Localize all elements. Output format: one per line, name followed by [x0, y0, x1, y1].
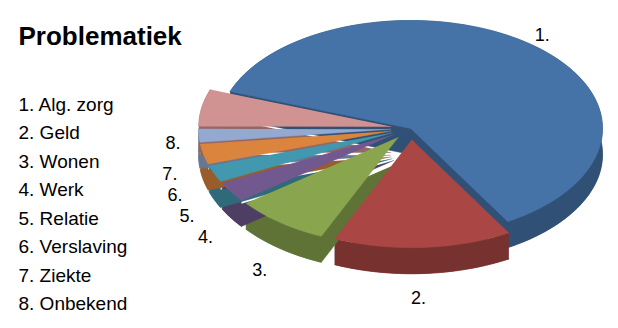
svg-text:3. Wonen: 3. Wonen: [19, 151, 100, 172]
svg-text:6. Verslaving: 6. Verslaving: [19, 236, 128, 257]
svg-text:6.: 6.: [167, 185, 182, 205]
svg-text:2. Geld: 2. Geld: [19, 122, 80, 143]
svg-text:7. Ziekte: 7. Ziekte: [19, 265, 92, 286]
svg-text:Problematiek: Problematiek: [19, 21, 183, 51]
svg-text:4.: 4.: [198, 227, 213, 247]
svg-text:7.: 7.: [162, 164, 177, 184]
svg-text:2.: 2.: [411, 288, 426, 308]
svg-text:1.: 1.: [535, 25, 550, 45]
svg-text:1. Alg. zorg: 1. Alg. zorg: [19, 94, 114, 115]
svg-text:8.: 8.: [166, 133, 181, 153]
svg-text:5.: 5.: [180, 206, 195, 226]
svg-text:4. Werk: 4. Werk: [19, 179, 85, 200]
svg-text:8. Onbekend: 8. Onbekend: [19, 293, 128, 314]
svg-text:5. Relatie: 5. Relatie: [19, 208, 99, 229]
svg-text:3.: 3.: [252, 260, 267, 280]
